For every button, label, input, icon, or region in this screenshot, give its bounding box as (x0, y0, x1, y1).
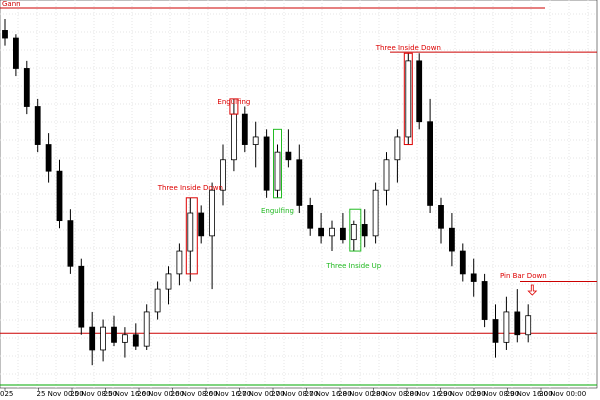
pattern-box (403, 52, 413, 146)
x-tick-label: 30 Nov 00:00 (539, 390, 586, 398)
x-tick-label: 26 Nov 16:00 (204, 390, 251, 398)
candle-body (187, 212, 194, 252)
pattern-box (185, 197, 198, 275)
indicator-label: Gann (2, 0, 21, 8)
candle-body (459, 250, 466, 275)
x-tick-label: 29 Nov 16:00 (506, 390, 553, 398)
candle-body (12, 37, 19, 69)
candle-body (56, 170, 63, 222)
x-tick-label: 28 Nov 00:00 (338, 390, 385, 398)
candle-body (132, 334, 139, 347)
x-tick-label: 26 Nov 08:00 (171, 390, 218, 398)
candle-body (220, 159, 226, 191)
candle-body (165, 273, 172, 290)
candle-body (405, 60, 412, 138)
candle-body (427, 121, 434, 206)
candle-body (89, 326, 96, 351)
candle-body (78, 265, 85, 328)
candle-body (307, 205, 314, 229)
pattern-label: Engulfing (217, 98, 250, 106)
candle-body (394, 136, 401, 161)
candle-body (492, 319, 499, 343)
pattern-label: Pin Bar Down (500, 272, 547, 280)
x-tick-label: 27 Nov 08:00 (271, 390, 318, 398)
candle-body (263, 136, 270, 191)
candle-body (318, 227, 325, 237)
pattern-label: Three Inside Up (325, 262, 381, 270)
x-tick-label: 25 Nov 00:00 (37, 390, 84, 398)
candle-body (438, 205, 444, 229)
x-tick-label: 28 Nov 08:00 (372, 390, 419, 398)
pattern-label: Three Inside Down (375, 44, 441, 52)
pin-arrow (527, 284, 538, 296)
candle-body (154, 288, 161, 313)
candle-body (198, 212, 205, 237)
pattern-box (229, 98, 239, 115)
candle-body (285, 151, 292, 161)
candle-body (372, 189, 379, 237)
candle-body (176, 250, 183, 275)
x-tick-label: 28 Nov 16:00 (405, 390, 452, 398)
x-tick-label: 025 (0, 390, 13, 398)
pattern-label: Three Inside Down (157, 184, 223, 192)
candle-body (514, 311, 521, 336)
candle-body (361, 224, 368, 237)
candle-body (350, 224, 357, 241)
candle-body (122, 334, 128, 343)
candle-body (230, 113, 237, 161)
candle-body (100, 326, 106, 351)
x-tick-label: 27 Nov 16:00 (305, 390, 352, 398)
x-tick-label: 25 Nov 08:00 (70, 390, 117, 398)
candle-body (329, 227, 335, 237)
candle-body (209, 189, 216, 237)
x-tick-label: 26 Nov 00:00 (137, 390, 184, 398)
x-tick-label: 27 Nov 00:00 (238, 390, 285, 398)
candle-body (45, 144, 52, 172)
candle-body (416, 60, 423, 123)
pattern-label: Engulfing (261, 207, 294, 215)
candle-body (470, 273, 477, 282)
x-tick-label: 29 Nov 00:00 (439, 390, 486, 398)
candle-body (525, 315, 532, 336)
candle-body (448, 227, 455, 252)
candle-body (67, 220, 74, 267)
candle-body (481, 281, 488, 320)
candle-body (241, 113, 248, 145)
x-tick-label: 25 Nov 16:00 (104, 390, 151, 398)
pattern-box (349, 208, 362, 252)
candle-body (34, 106, 41, 145)
candle-body (339, 227, 346, 241)
candle-body (383, 159, 390, 191)
candle-body (274, 151, 281, 191)
candle-body (252, 136, 259, 145)
candle-body (503, 311, 510, 343)
candle-body (23, 68, 30, 107)
candle-body (111, 326, 117, 343)
candle-body (296, 159, 303, 206)
candle-body (143, 311, 150, 347)
candle-body (2, 30, 8, 39)
x-tick-label: 29 Nov 08:00 (472, 390, 519, 398)
pattern-box (273, 128, 282, 199)
